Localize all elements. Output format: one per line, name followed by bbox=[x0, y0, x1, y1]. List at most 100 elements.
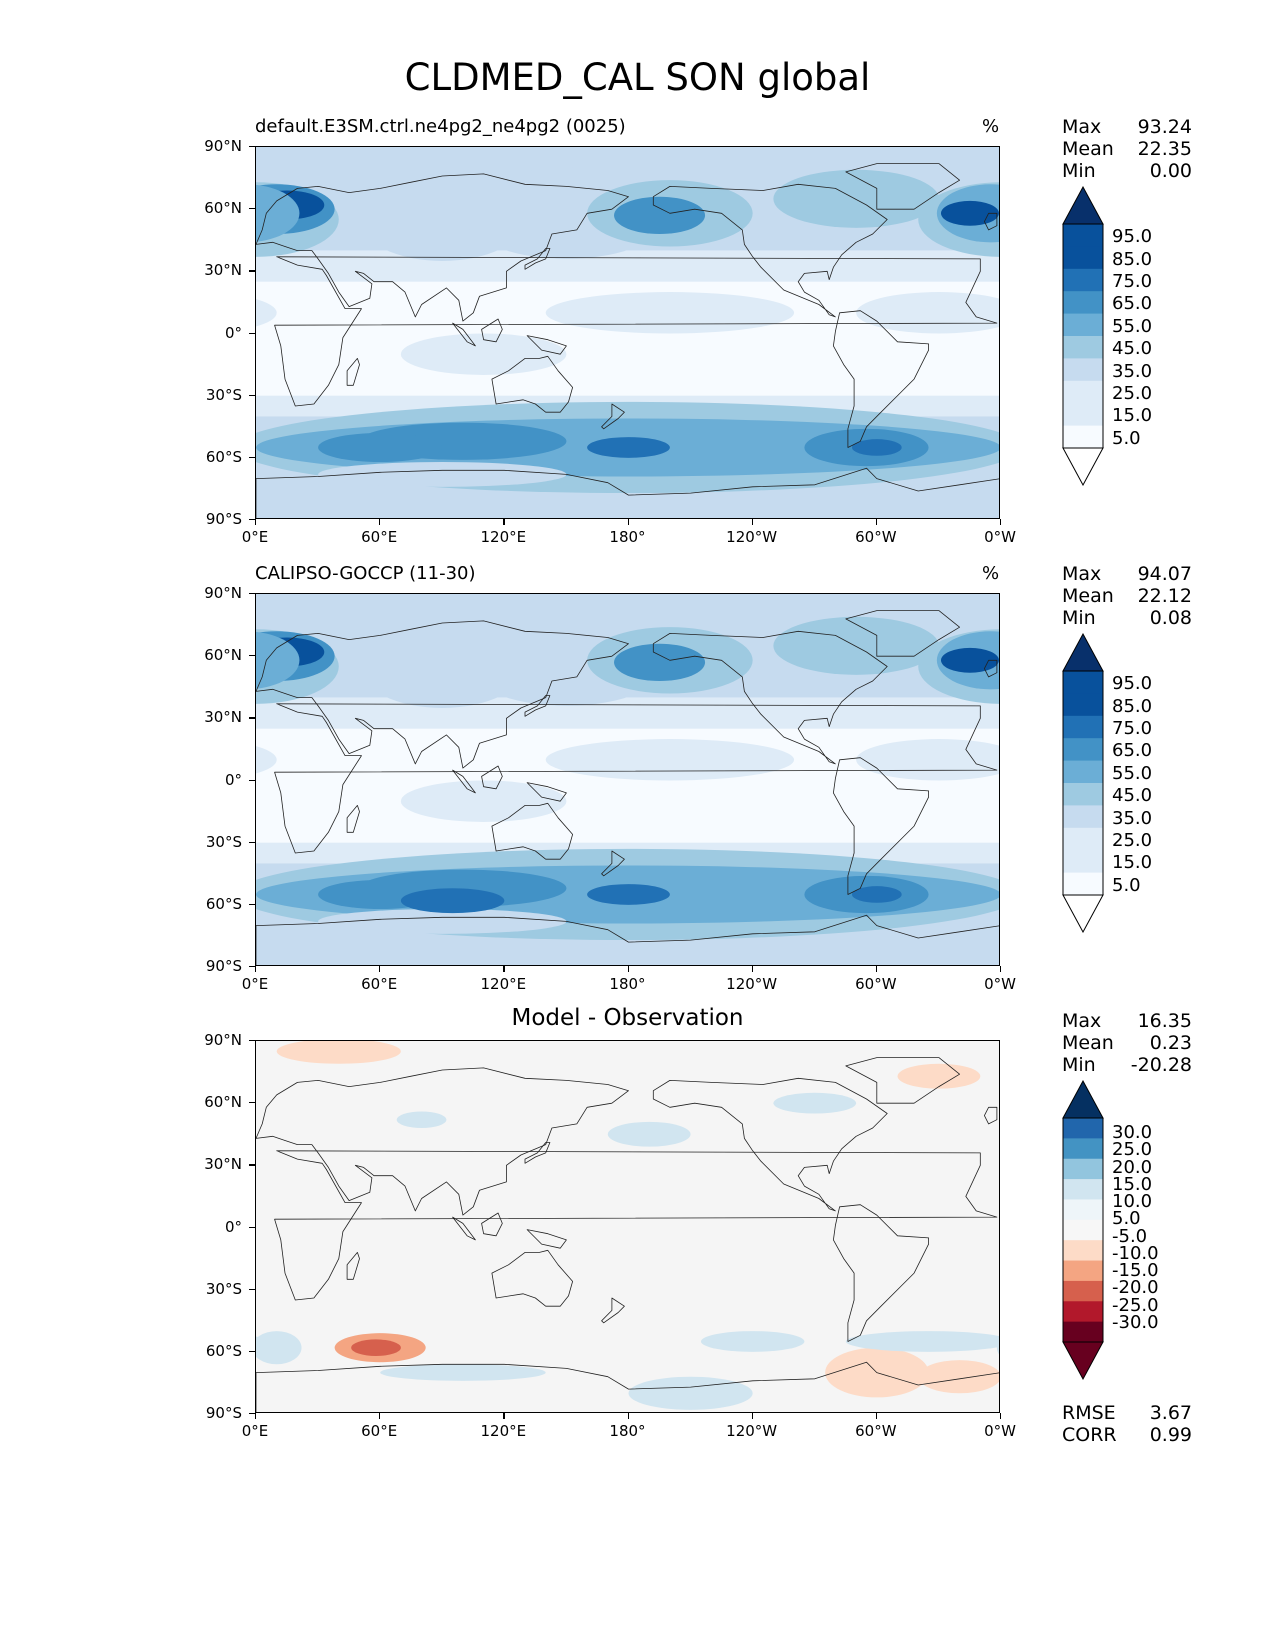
field-band bbox=[256, 697, 999, 729]
coastline bbox=[845, 163, 960, 210]
lat-tick bbox=[249, 717, 255, 719]
coastline bbox=[845, 610, 960, 657]
coastline bbox=[526, 335, 567, 355]
coastline bbox=[346, 1251, 360, 1280]
field-contour bbox=[545, 739, 795, 781]
lat-tick-label: 90°N bbox=[204, 137, 242, 155]
stat-name: Max bbox=[1062, 563, 1102, 585]
coastline bbox=[601, 850, 625, 877]
lat-tick bbox=[249, 1102, 255, 1104]
lat-tick-label: 60°S bbox=[205, 447, 242, 466]
lon-tick bbox=[1000, 966, 1002, 972]
lon-tick bbox=[255, 966, 257, 972]
colorbar-label: 55.0 bbox=[1112, 762, 1153, 784]
stat-name: Mean bbox=[1062, 138, 1114, 160]
lon-tick bbox=[379, 519, 381, 525]
colorbar-label: 65.0 bbox=[1112, 293, 1153, 315]
coastline bbox=[845, 1057, 960, 1104]
lon-tick bbox=[751, 519, 753, 525]
coastline bbox=[601, 1297, 625, 1324]
coastline bbox=[256, 620, 629, 769]
coastline bbox=[346, 357, 360, 386]
lon-tick bbox=[875, 966, 878, 972]
colorbar-segment bbox=[1063, 1138, 1103, 1160]
coastline bbox=[481, 318, 503, 343]
lon-tick bbox=[751, 966, 753, 972]
coastline bbox=[346, 804, 360, 833]
field-contour bbox=[351, 1339, 401, 1356]
field-contour bbox=[773, 1092, 857, 1114]
colorbar-frame bbox=[1062, 223, 1104, 449]
field-contour bbox=[396, 1111, 447, 1129]
lat-tick bbox=[249, 270, 255, 272]
lat-tick bbox=[249, 1413, 255, 1415]
lon-tick bbox=[503, 966, 505, 972]
colorbar-segment bbox=[1063, 1280, 1103, 1302]
metric-value: 3.67 bbox=[1149, 1402, 1192, 1424]
colorbar-segment bbox=[1063, 715, 1103, 739]
coastline bbox=[452, 322, 476, 347]
colorbar-label: 75.0 bbox=[1112, 718, 1153, 739]
colorbar-extend-top bbox=[1062, 1079, 1104, 1119]
colorbar-segment bbox=[1063, 738, 1103, 762]
field-contour bbox=[918, 1360, 999, 1394]
colorbar-segment bbox=[1063, 1240, 1103, 1262]
lon-tick-label: 120°E bbox=[480, 528, 527, 546]
stat-row: Min 0.00 bbox=[1062, 160, 1192, 182]
field-contour bbox=[256, 1336, 267, 1347]
coastline bbox=[984, 1106, 998, 1125]
lat-tick-label: 30°N bbox=[204, 708, 242, 727]
metric-name: RMSE bbox=[1062, 1402, 1116, 1424]
colorbar-segment bbox=[1063, 671, 1103, 694]
map-panel-2: CALIPSO-GOCCP (11-30)% 90°N 60°N 30°N 0° 30°S… bbox=[0, 0, 1275, 993]
coastline bbox=[524, 695, 551, 717]
colorbar-segment bbox=[1063, 425, 1103, 449]
figure-title: CLDMED_CAL SON global bbox=[404, 56, 871, 99]
colorbar bbox=[1062, 185, 1104, 487]
colorbar-segment bbox=[1063, 1158, 1103, 1180]
field-contour bbox=[614, 643, 706, 682]
coastline bbox=[526, 1229, 567, 1249]
lat-tick bbox=[249, 1040, 255, 1042]
colorbar-label: 30.0 bbox=[1112, 1122, 1153, 1144]
map-title: Model - Observation bbox=[511, 1005, 744, 1031]
lon-tick bbox=[627, 519, 629, 525]
metric-row: RMSE 3.67 bbox=[1062, 1402, 1192, 1424]
colorbar-label: -20.0 bbox=[1112, 1277, 1159, 1299]
lon-tick-label: 180° bbox=[609, 1422, 646, 1440]
colorbar-label: 35.0 bbox=[1112, 360, 1153, 382]
coastline bbox=[256, 467, 999, 518]
colorbar-segment bbox=[1063, 760, 1103, 784]
colorbar-segment bbox=[1063, 1199, 1103, 1221]
coastline bbox=[256, 173, 629, 322]
lat-tick bbox=[249, 1350, 255, 1353]
lat-tick-label: 90°S bbox=[205, 957, 242, 975]
field-band bbox=[256, 250, 999, 282]
lon-tick-label: 120°W bbox=[726, 528, 778, 546]
lat-tick-label: 60°S bbox=[205, 894, 242, 913]
lat-tick-label: 0° bbox=[224, 323, 242, 342]
colorbar-extend-top bbox=[1062, 632, 1104, 672]
lat-tick-label: 30°S bbox=[205, 385, 242, 404]
lon-tick-label: 0°W bbox=[984, 528, 1016, 546]
colorbar-segment bbox=[1063, 805, 1103, 829]
stat-value: -20.28 bbox=[1130, 1054, 1192, 1076]
lon-tick bbox=[255, 1413, 257, 1419]
colorbar-label: 5.0 bbox=[1112, 427, 1141, 449]
stat-row: Max 93.24 bbox=[1062, 116, 1192, 138]
lon-tick-label: 0°E bbox=[241, 1422, 269, 1440]
colorbar-extend-bottom bbox=[1062, 1341, 1104, 1381]
field-contour bbox=[256, 184, 300, 242]
colorbar-label: 95.0 bbox=[1112, 226, 1153, 248]
lat-tick bbox=[249, 903, 255, 906]
stat-value: 93.24 bbox=[1137, 116, 1192, 138]
stat-value: 0.00 bbox=[1149, 160, 1192, 182]
lat-tick-label: 30°N bbox=[204, 1155, 242, 1174]
lon-tick-label: 60°W bbox=[855, 528, 897, 546]
lat-tick bbox=[249, 519, 255, 521]
metric-value: 0.99 bbox=[1149, 1424, 1192, 1446]
coastline bbox=[526, 782, 567, 802]
lon-tick-label: 0°W bbox=[984, 975, 1016, 993]
colorbar-label: 55.0 bbox=[1112, 315, 1153, 337]
colorbar-segment bbox=[1063, 1179, 1103, 1200]
